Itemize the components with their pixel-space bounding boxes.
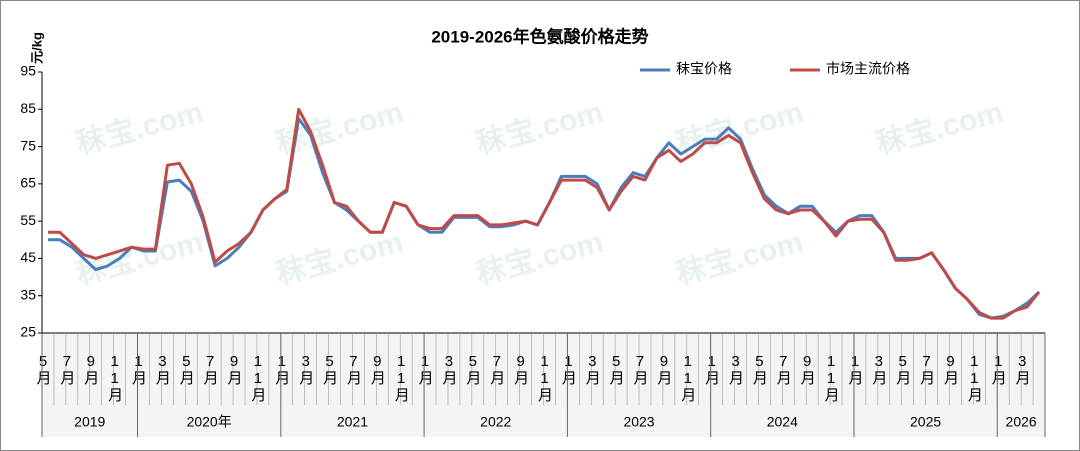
x-tick-label: 3月 — [1014, 353, 1031, 386]
x-group-label: 2025 — [910, 414, 941, 430]
x-tick-label: 7月 — [202, 353, 219, 386]
x-tick-label: 9月 — [942, 353, 959, 386]
legend-label: 市场主流价格 — [826, 61, 910, 77]
x-tick-label: 7月 — [58, 353, 75, 386]
x-tick-label: 3月 — [727, 353, 744, 386]
y-axis-label: 元/kg — [29, 32, 44, 64]
x-group-label: 2019 — [74, 414, 105, 430]
x-tick-label: 11月 — [393, 353, 410, 403]
y-tick-label: 25 — [20, 324, 36, 340]
x-tick-label: 5月 — [894, 353, 911, 386]
x-tick-label: 1月 — [703, 353, 720, 386]
x-tick-label: 11月 — [536, 353, 553, 403]
x-tick-label: 5月 — [35, 353, 52, 386]
y-tick-label: 85 — [20, 100, 36, 116]
x-tick-label: 1月 — [130, 353, 147, 386]
x-tick-label: 11月 — [823, 353, 840, 403]
x-tick-label: 5月 — [464, 353, 481, 386]
x-tick-label: 1月 — [560, 353, 577, 386]
x-tick-label: 7月 — [918, 353, 935, 386]
x-tick-label: 11月 — [106, 353, 123, 403]
x-tick-label: 7月 — [488, 353, 505, 386]
x-group-label: 2026 — [1006, 414, 1037, 430]
y-tick-label: 45 — [20, 249, 36, 265]
x-tick-label: 3月 — [297, 353, 314, 386]
series-line — [48, 107, 1041, 320]
y-tick-label: 65 — [20, 175, 36, 191]
x-tick-label: 3月 — [440, 353, 457, 386]
x-group-label: 2021 — [337, 414, 368, 430]
x-tick-label: 11月 — [249, 353, 266, 403]
x-group-label: 2023 — [623, 414, 654, 430]
x-tick-label: 1月 — [273, 353, 290, 386]
x-tick-label: 3月 — [584, 353, 601, 386]
x-tick-label: 5月 — [751, 353, 768, 386]
x-group-label: 2024 — [767, 414, 798, 430]
x-tick-label: 7月 — [775, 353, 792, 386]
x-tick-label: 9月 — [512, 353, 529, 386]
y-tick-label: 75 — [20, 137, 36, 153]
x-tick-label: 1月 — [846, 353, 863, 386]
y-tick-label: 35 — [20, 286, 36, 302]
x-tick-label: 9月 — [226, 353, 243, 386]
x-tick-label: 7月 — [632, 353, 649, 386]
x-tick-label: 9月 — [369, 353, 386, 386]
x-tick-label: 9月 — [655, 353, 672, 386]
y-tick-label: 95 — [20, 63, 36, 79]
x-tick-label: 3月 — [154, 353, 171, 386]
x-tick-label: 5月 — [608, 353, 625, 386]
x-tick-label: 11月 — [966, 353, 983, 403]
x-tick-label: 9月 — [82, 353, 99, 386]
x-group-label: 2020年 — [187, 414, 232, 430]
x-group-label: 2022 — [480, 414, 511, 430]
x-tick-label: 3月 — [870, 353, 887, 386]
x-tick-label: 5月 — [321, 353, 338, 386]
x-tick-label: 9月 — [799, 353, 816, 386]
x-tick-label: 1月 — [990, 353, 1007, 386]
chart-title: 2019-2026年色氨酸价格走势 — [431, 26, 648, 46]
legend-label: 秣宝价格 — [676, 61, 732, 77]
x-tick-label: 1月 — [417, 353, 434, 386]
x-tick-label: 11月 — [679, 353, 696, 403]
x-tick-label: 5月 — [178, 353, 195, 386]
x-tick-label: 7月 — [345, 353, 362, 386]
y-tick-label: 55 — [20, 212, 36, 228]
